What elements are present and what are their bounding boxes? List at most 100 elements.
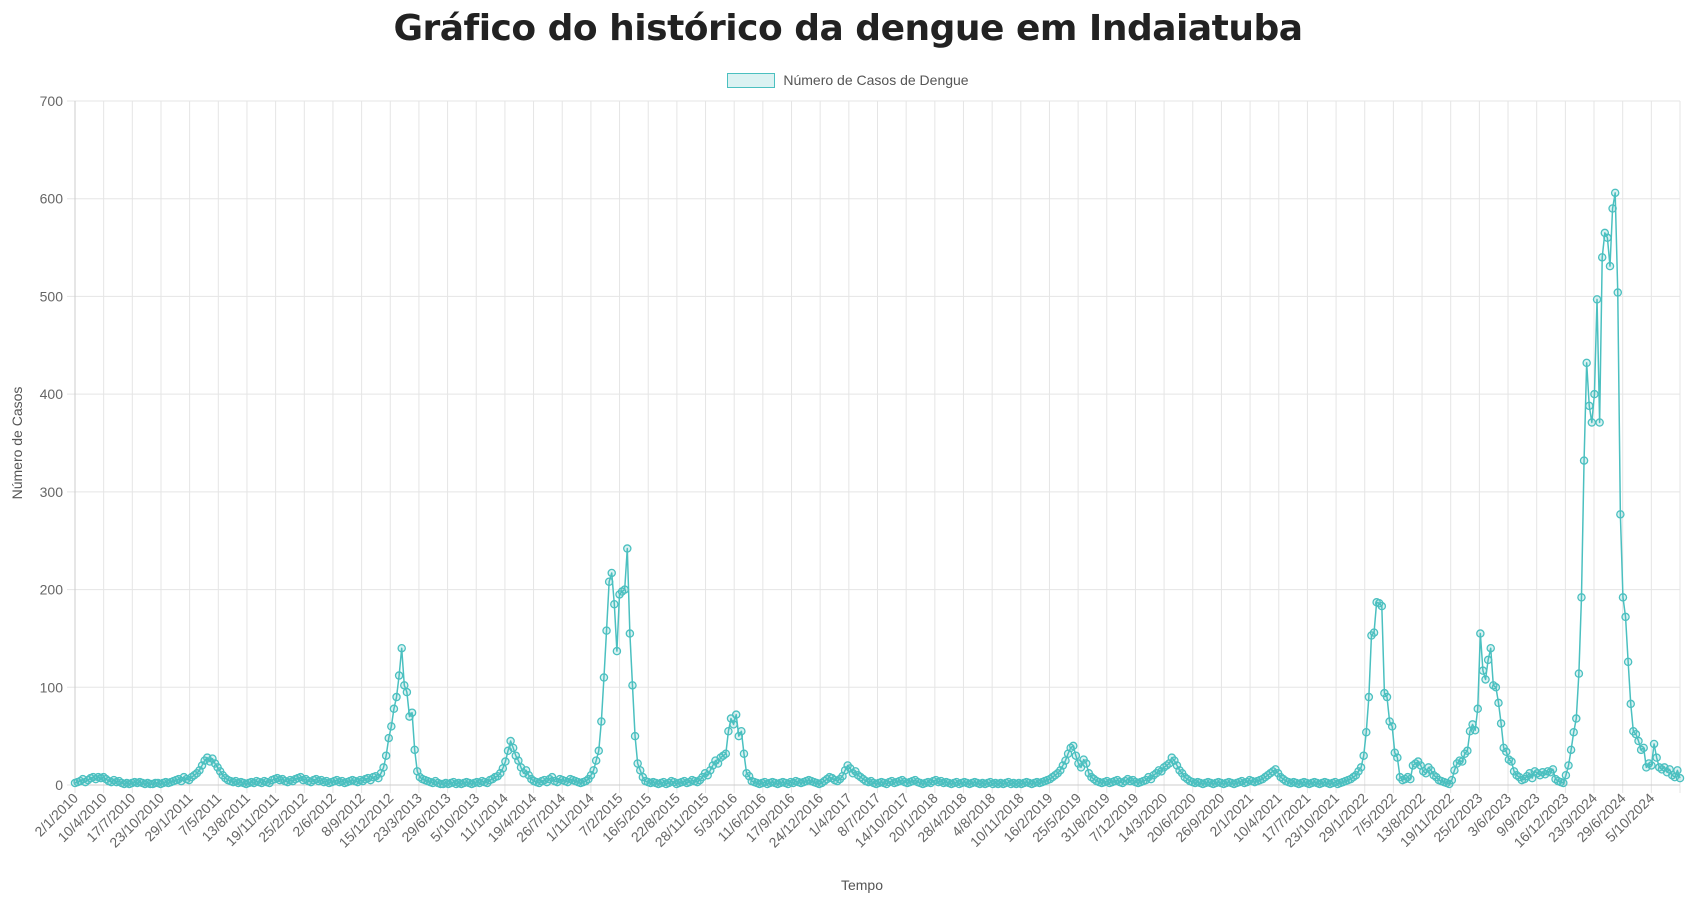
data-point[interactable] xyxy=(392,692,401,702)
data-point[interactable] xyxy=(1387,722,1397,731)
data-point[interactable] xyxy=(591,756,601,765)
data-point[interactable] xyxy=(1457,757,1467,766)
data-point[interactable] xyxy=(610,599,619,609)
data-point[interactable] xyxy=(607,568,616,578)
data-point[interactable] xyxy=(1081,759,1091,768)
data-point[interactable] xyxy=(625,629,635,638)
data-point[interactable] xyxy=(1652,753,1661,762)
data-point[interactable] xyxy=(1621,612,1630,622)
data-point[interactable] xyxy=(1649,739,1659,749)
data-point[interactable] xyxy=(407,708,417,717)
data-point[interactable] xyxy=(1071,751,1081,760)
data-point[interactable] xyxy=(1491,683,1501,692)
data-point[interactable] xyxy=(397,643,406,653)
data-point[interactable] xyxy=(1377,601,1387,611)
data-point[interactable] xyxy=(1561,770,1571,780)
data-point[interactable] xyxy=(1605,261,1615,271)
data-point[interactable] xyxy=(1502,747,1511,757)
data-point[interactable] xyxy=(1496,719,1506,728)
data-point[interactable] xyxy=(1473,704,1483,714)
data-point[interactable] xyxy=(1483,655,1493,665)
data-point[interactable] xyxy=(1476,629,1485,638)
data-point[interactable] xyxy=(1610,188,1620,198)
data-point[interactable] xyxy=(1494,698,1503,708)
data-point[interactable] xyxy=(1364,692,1374,702)
data-point[interactable] xyxy=(721,749,731,758)
data-point[interactable] xyxy=(1463,746,1472,756)
data-point[interactable] xyxy=(731,710,741,719)
data-point[interactable] xyxy=(1623,657,1633,667)
data-point[interactable] xyxy=(630,731,640,741)
data-point[interactable] xyxy=(599,673,609,682)
data-point[interactable] xyxy=(1470,726,1480,735)
data-point[interactable] xyxy=(1559,778,1568,788)
data-point[interactable] xyxy=(737,727,746,736)
data-point[interactable] xyxy=(1585,401,1594,411)
data-point[interactable] xyxy=(597,717,606,726)
data-point[interactable] xyxy=(402,687,412,697)
data-point[interactable] xyxy=(387,722,396,731)
data-point[interactable] xyxy=(1616,510,1625,519)
data-point[interactable] xyxy=(1592,295,1602,304)
data-point[interactable] xyxy=(1595,418,1604,427)
data-point[interactable] xyxy=(1574,669,1584,678)
data-point[interactable] xyxy=(514,756,523,765)
data-point[interactable] xyxy=(1608,204,1617,213)
data-point[interactable] xyxy=(1572,714,1581,723)
data-point[interactable] xyxy=(1579,456,1589,465)
data-point[interactable] xyxy=(1577,593,1586,602)
data-point[interactable] xyxy=(1597,253,1607,262)
data-point[interactable] xyxy=(410,745,419,755)
data-point[interactable] xyxy=(594,746,604,756)
data-point[interactable] xyxy=(604,577,614,587)
data-point[interactable] xyxy=(506,736,515,746)
data-point[interactable] xyxy=(1406,774,1415,784)
data-point[interactable] xyxy=(1507,757,1516,766)
data-point[interactable] xyxy=(1069,741,1078,751)
data-point[interactable] xyxy=(602,626,611,635)
data-point[interactable] xyxy=(501,757,510,766)
data-point[interactable] xyxy=(389,704,399,714)
data-point[interactable] xyxy=(1061,756,1070,765)
data-point[interactable] xyxy=(1356,763,1366,772)
data-point[interactable] xyxy=(1675,773,1685,783)
data-point[interactable] xyxy=(1603,233,1612,243)
data-point[interactable] xyxy=(1447,775,1457,785)
data-point[interactable] xyxy=(381,751,391,760)
data-point[interactable] xyxy=(1631,729,1641,739)
data-point[interactable] xyxy=(394,671,404,680)
data-point[interactable] xyxy=(628,681,637,690)
data-point[interactable] xyxy=(1647,761,1656,770)
data-point[interactable] xyxy=(379,763,388,772)
data-point[interactable] xyxy=(1481,675,1490,684)
data-point[interactable] xyxy=(620,585,629,594)
data-point[interactable] xyxy=(623,544,632,553)
data-point[interactable] xyxy=(1359,751,1368,760)
data-point[interactable] xyxy=(1587,418,1597,427)
data-point[interactable] xyxy=(1613,288,1623,297)
data-point[interactable] xyxy=(1450,766,1459,775)
data-point[interactable] xyxy=(1626,699,1635,709)
data-point[interactable] xyxy=(724,727,733,736)
data-point[interactable] xyxy=(1548,765,1558,774)
data-point[interactable] xyxy=(1569,727,1578,737)
data-point[interactable] xyxy=(612,646,622,656)
data-point[interactable] xyxy=(1634,736,1643,746)
data-point[interactable] xyxy=(1486,643,1495,653)
data-point[interactable] xyxy=(1566,745,1576,755)
chart-legend[interactable]: Número de Casos de Dengue xyxy=(0,72,1696,88)
data-point[interactable] xyxy=(498,764,508,773)
data-point[interactable] xyxy=(1590,389,1599,399)
data-point[interactable] xyxy=(636,766,645,775)
data-point[interactable] xyxy=(1362,727,1371,737)
data-point[interactable] xyxy=(1393,753,1402,762)
data-point[interactable] xyxy=(589,766,598,775)
data-point[interactable] xyxy=(633,759,642,768)
data-point[interactable] xyxy=(1382,692,1392,702)
data-point[interactable] xyxy=(1618,593,1628,602)
data-point[interactable] xyxy=(400,681,409,690)
data-point[interactable] xyxy=(729,720,738,729)
data-point[interactable] xyxy=(1673,766,1682,775)
data-point[interactable] xyxy=(1478,666,1488,675)
data-point[interactable] xyxy=(1369,628,1379,637)
